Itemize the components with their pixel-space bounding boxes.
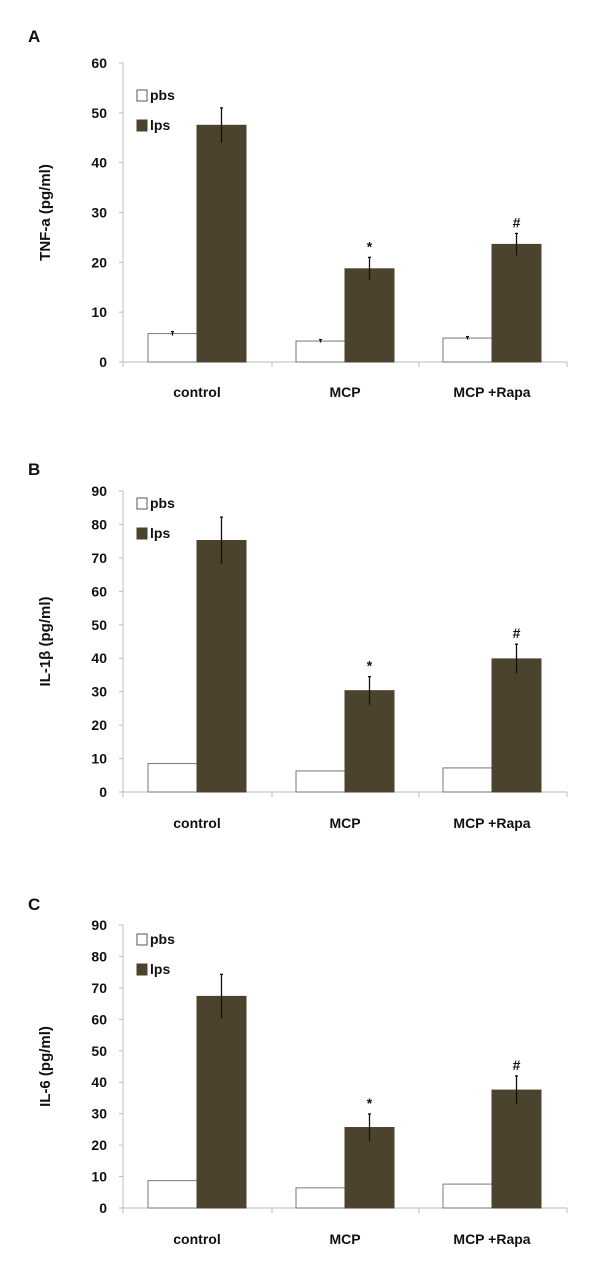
legend-label-pbs: pbs bbox=[150, 495, 175, 511]
y-tick-label: 0 bbox=[99, 784, 107, 800]
bar-pbs-0 bbox=[147, 333, 198, 363]
y-tick-label: 30 bbox=[91, 1106, 107, 1122]
x-category-label: MCP +Rapa bbox=[453, 815, 530, 831]
y-axis-label: IL-1β (pg/ml) bbox=[37, 597, 54, 687]
y-tick-label: 0 bbox=[99, 354, 107, 370]
bar-pbs-2 bbox=[442, 767, 493, 793]
x-category-label: control bbox=[173, 1231, 220, 1247]
significance-marker: * bbox=[367, 238, 373, 254]
y-tick-label: 80 bbox=[91, 948, 107, 964]
y-tick-label: 20 bbox=[91, 1137, 107, 1153]
bar-pbs-2 bbox=[442, 337, 493, 363]
bar-lps-0 bbox=[196, 995, 247, 1209]
y-tick-label: 50 bbox=[91, 105, 107, 121]
chart-panel-b: B 0 10 20 30 40 50 60 70 80 90 IL-1β (pg/ml) control… bbox=[28, 460, 568, 831]
bar-pbs-0 bbox=[147, 1180, 198, 1209]
bar-lps-2 bbox=[491, 658, 542, 793]
legend-label-lps: lps bbox=[150, 525, 170, 541]
y-tick-label: 70 bbox=[91, 550, 107, 566]
legend-swatch-pbs bbox=[136, 89, 148, 102]
significance-marker: # bbox=[513, 625, 521, 641]
y-tick-label: 40 bbox=[91, 155, 107, 171]
legend-label-pbs: pbs bbox=[150, 87, 175, 103]
y-tick-label: 30 bbox=[91, 684, 107, 700]
legend-label-pbs: pbs bbox=[150, 931, 175, 947]
x-category-label: MCP bbox=[329, 384, 360, 400]
significance-marker: # bbox=[513, 214, 521, 230]
x-category-label: control bbox=[173, 815, 220, 831]
significance-marker: # bbox=[513, 1057, 521, 1073]
legend-swatch-pbs bbox=[136, 497, 148, 510]
bar-pbs-1 bbox=[295, 1187, 346, 1209]
x-category-label: MCP +Rapa bbox=[453, 384, 530, 400]
y-tick-label: 90 bbox=[91, 483, 107, 499]
y-tick-label: 80 bbox=[91, 516, 107, 532]
y-tick-label: 40 bbox=[91, 650, 107, 666]
x-category-label: control bbox=[173, 384, 220, 400]
chart-panel-c: C 0 10 20 30 40 50 60 70 80 90 IL-6 (pg/ml) control *… bbox=[28, 895, 568, 1247]
y-tick-label: 50 bbox=[91, 1043, 107, 1059]
y-tick-label: 30 bbox=[91, 205, 107, 221]
y-tick-label: 60 bbox=[91, 55, 107, 71]
legend-label-lps: lps bbox=[150, 117, 170, 133]
bar-lps-2 bbox=[491, 243, 542, 363]
y-tick-label: 90 bbox=[91, 917, 107, 933]
legend-swatch-lps bbox=[136, 527, 148, 540]
significance-marker: * bbox=[367, 1095, 373, 1111]
panel-label: A bbox=[28, 27, 40, 46]
bar-lps-1 bbox=[344, 690, 395, 793]
chart-panel-a: A 0 10 20 30 40 50 60 TNF-a (pg/ml) control * MCP # M… bbox=[28, 27, 568, 400]
legend-swatch-lps bbox=[136, 119, 148, 132]
bar-pbs-2 bbox=[442, 1183, 493, 1209]
bar-lps-2 bbox=[491, 1089, 542, 1209]
y-tick-label: 10 bbox=[91, 1169, 107, 1185]
y-tick-label: 10 bbox=[91, 304, 107, 320]
bar-pbs-1 bbox=[295, 340, 346, 363]
y-axis-label: TNF-a (pg/ml) bbox=[37, 164, 54, 261]
y-tick-label: 0 bbox=[99, 1200, 107, 1216]
panel-label: B bbox=[28, 460, 40, 479]
y-tick-label: 70 bbox=[91, 980, 107, 996]
y-tick-label: 40 bbox=[91, 1074, 107, 1090]
significance-marker: * bbox=[367, 658, 373, 674]
panel-label: C bbox=[28, 895, 40, 914]
y-tick-label: 20 bbox=[91, 717, 107, 733]
bar-lps-0 bbox=[196, 539, 247, 793]
x-category-label: MCP bbox=[329, 1231, 360, 1247]
y-tick-label: 60 bbox=[91, 1011, 107, 1027]
y-tick-label: 20 bbox=[91, 254, 107, 270]
legend-label-lps: lps bbox=[150, 961, 170, 977]
bar-lps-1 bbox=[344, 268, 395, 363]
y-axis-label: IL-6 (pg/ml) bbox=[37, 1026, 54, 1107]
y-tick-label: 50 bbox=[91, 617, 107, 633]
y-tick-label: 60 bbox=[91, 583, 107, 599]
x-category-label: MCP +Rapa bbox=[453, 1231, 530, 1247]
y-tick-label: 10 bbox=[91, 751, 107, 767]
bar-lps-0 bbox=[196, 124, 247, 363]
legend-swatch-lps bbox=[136, 963, 148, 976]
bar-pbs-0 bbox=[147, 763, 198, 793]
bar-pbs-1 bbox=[295, 770, 346, 793]
x-category-label: MCP bbox=[329, 815, 360, 831]
legend-swatch-pbs bbox=[136, 933, 148, 946]
